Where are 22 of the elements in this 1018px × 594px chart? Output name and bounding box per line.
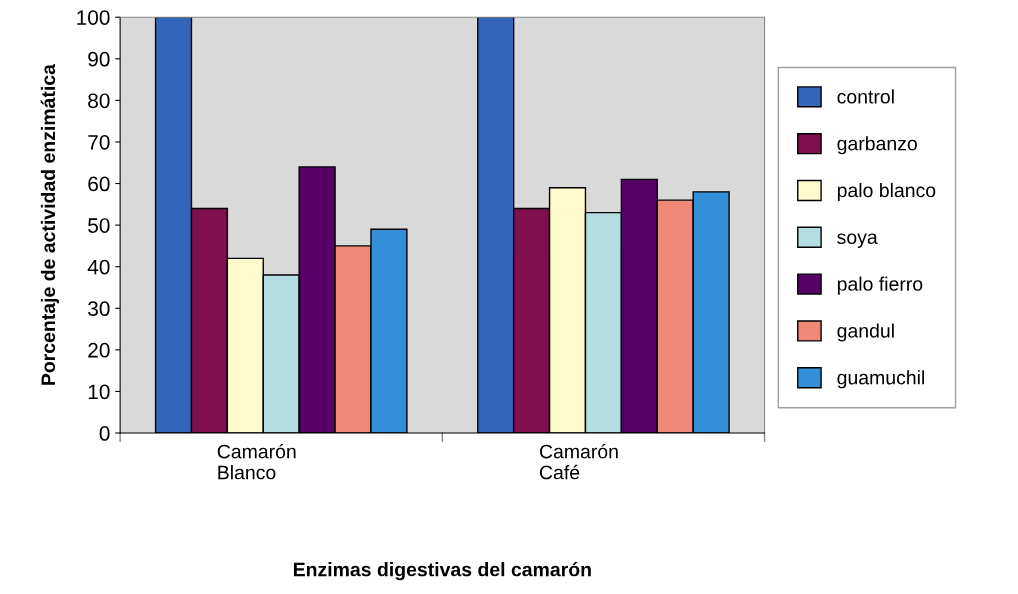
y-tick-label: 70 xyxy=(88,134,110,150)
legend-label: guamuchil xyxy=(837,370,924,389)
legend-label: soya xyxy=(837,233,878,248)
y-tick-label: 20 xyxy=(88,342,110,358)
legend-label: palo blanco xyxy=(837,182,936,202)
y-tick-label: 100 xyxy=(77,10,110,25)
x-tick-label: Camarón Café xyxy=(539,443,618,480)
y-axis-title: Porcentaje de actividad enzimática xyxy=(40,63,59,385)
x-axis-title: Enzimas digestivas del camarón xyxy=(293,561,591,581)
y-tick-label: 80 xyxy=(88,93,110,109)
y-tick-label: 0 xyxy=(99,426,110,441)
legend-label: control xyxy=(837,89,894,104)
legend-label: gandul xyxy=(837,323,894,342)
y-tick-label: 90 xyxy=(88,51,110,67)
legend-label: palo fierro xyxy=(837,276,923,295)
y-tick-label: 50 xyxy=(88,218,110,233)
y-tick-label: 40 xyxy=(87,259,110,275)
y-tick-label: 30 xyxy=(88,301,110,317)
x-tick-label: Camarón Blanco xyxy=(217,443,296,480)
y-tick-label: 10 xyxy=(88,384,110,400)
legend-label: garbanzo xyxy=(837,136,917,155)
y-tick-label: 60 xyxy=(88,176,110,192)
